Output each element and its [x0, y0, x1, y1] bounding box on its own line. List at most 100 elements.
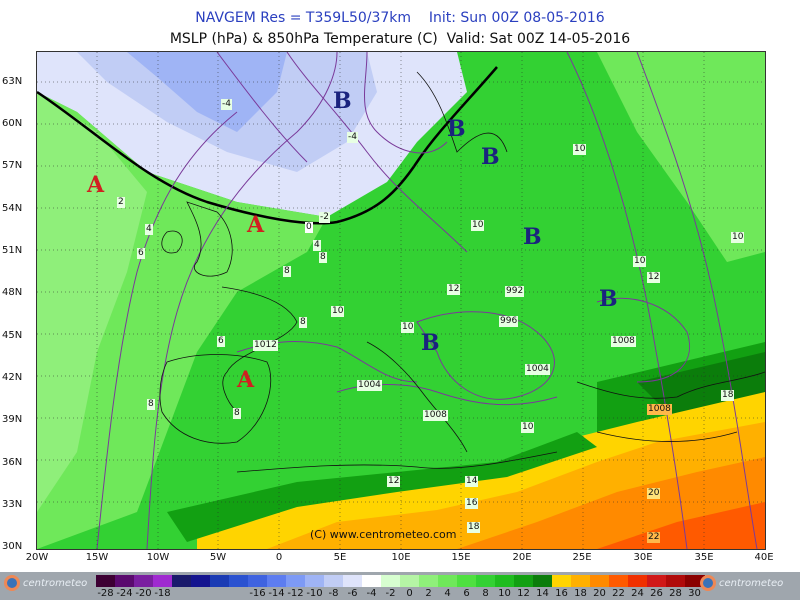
- legend-value: 10: [498, 588, 511, 599]
- contour-label: 14: [465, 476, 479, 487]
- map-canvas: [37, 52, 765, 549]
- lon-label: 5E: [333, 552, 347, 563]
- contour-label: -4: [347, 132, 358, 143]
- legend-value: -20: [135, 588, 152, 599]
- lon-label: 20W: [25, 552, 49, 563]
- legend-swatch: [590, 575, 610, 587]
- contour-label: 0: [305, 222, 313, 233]
- lat-label: 39N: [2, 414, 23, 425]
- legend-swatch: [438, 575, 458, 587]
- high-pressure-atlantic: A: [87, 172, 105, 198]
- contour-label: -2: [319, 212, 330, 223]
- coastlines: [159, 71, 765, 473]
- contour-label: 8: [147, 399, 155, 410]
- lat-label: 48N: [2, 287, 23, 298]
- contour-label: 18: [721, 390, 735, 401]
- logo-right: centrometeo: [700, 575, 783, 591]
- contour-label: 12: [647, 272, 661, 283]
- lat-label: 60N: [2, 118, 23, 129]
- isobar-label: 1004: [357, 380, 382, 391]
- legend-color-bar: [96, 575, 705, 587]
- contour-label: 10: [471, 220, 485, 231]
- legend-swatch: [229, 575, 249, 587]
- legend-swatch: [400, 575, 420, 587]
- legend-swatch: [533, 575, 553, 587]
- contour-label: 12: [447, 284, 461, 295]
- lat-label: 45N: [2, 330, 23, 341]
- legend-value: -14: [268, 588, 285, 599]
- contour-label: 10: [573, 144, 587, 155]
- legend-value: -12: [287, 588, 304, 599]
- low-pressure-ukraine: B: [599, 286, 618, 312]
- isobar-label: 1004: [525, 364, 550, 375]
- legend-swatch: [305, 575, 325, 587]
- legend-swatch: [419, 575, 439, 587]
- contour-label: 10: [521, 422, 535, 433]
- legend-swatch: [96, 575, 116, 587]
- contour-label: 22: [647, 532, 661, 543]
- lat-label: 33N: [2, 499, 23, 510]
- isobar-label: 1008: [423, 410, 448, 421]
- low-pressure-italy: B: [421, 330, 440, 356]
- legend-swatch: [476, 575, 496, 587]
- legend-value: 0: [406, 588, 413, 599]
- legend-value: -4: [366, 588, 377, 599]
- contour-label: -4: [221, 99, 232, 110]
- lat-label: 54N: [2, 203, 23, 214]
- legend-value: -8: [328, 588, 339, 599]
- zone-26-28: [597, 502, 765, 549]
- lat-label: 42N: [2, 372, 23, 383]
- legend-value: -18: [154, 588, 171, 599]
- zone-ne: [597, 52, 765, 262]
- lat-label: 57N: [2, 160, 23, 171]
- logo-icon: [700, 575, 716, 591]
- legend-swatch: [153, 575, 173, 587]
- contour-label: 2: [117, 197, 125, 208]
- lon-label: 0: [275, 552, 283, 563]
- legend-swatch: [362, 575, 382, 587]
- legend-value: 30: [688, 588, 701, 599]
- legend-value: -24: [116, 588, 133, 599]
- lon-label: 35E: [694, 552, 714, 563]
- contour-label: 20: [647, 488, 661, 499]
- legend-swatch: [666, 575, 686, 587]
- legend-swatch: [191, 575, 211, 587]
- lat-label: 63N: [2, 76, 23, 87]
- map-title-model: NAVGEM Res = T359L50/37km Init: Sun 00Z …: [195, 10, 605, 26]
- legend-value: 18: [574, 588, 587, 599]
- lon-label: 15W: [85, 552, 109, 563]
- credit-text: (C) www.centrometeo.com: [310, 528, 457, 541]
- low-pressure-norway: B: [333, 88, 352, 114]
- legend-swatch: [514, 575, 534, 587]
- legend-value: 6: [463, 588, 470, 599]
- low-pressure-baltic: B: [481, 144, 500, 170]
- isobar-label: 1008: [611, 336, 636, 347]
- legend-swatch: [381, 575, 401, 587]
- lat-label: 30N: [2, 541, 23, 552]
- contour-label: 8: [233, 408, 241, 419]
- legend-swatch: [457, 575, 477, 587]
- legend-swatch: [628, 575, 648, 587]
- legend-swatch: [609, 575, 629, 587]
- map-title-variables: MSLP (hPa) & 850hPa Temperature (C) Vali…: [169, 31, 631, 47]
- graticule: [37, 52, 765, 549]
- isobar-label: 1008: [647, 404, 672, 415]
- isobar-label: 992: [505, 286, 525, 297]
- contour-label: 10: [331, 306, 345, 317]
- contour-label: 16: [465, 498, 479, 509]
- legend-value: 20: [593, 588, 606, 599]
- lon-label: 10W: [146, 552, 170, 563]
- legend-value: 8: [482, 588, 489, 599]
- legend-swatch: [267, 575, 287, 587]
- legend-value: 4: [444, 588, 451, 599]
- legend-swatch: [115, 575, 135, 587]
- temperature-legend: centrometeo -28 -24 -20 -18 -16 -14 -12 -10 -8 -6…: [0, 572, 800, 600]
- logo-icon: [4, 575, 20, 591]
- legend-swatch: [552, 575, 572, 587]
- legend-value: -2: [385, 588, 396, 599]
- legend-swatch: [172, 575, 192, 587]
- legend-value: -10: [306, 588, 323, 599]
- legend-value: 14: [536, 588, 549, 599]
- legend-swatch: [248, 575, 268, 587]
- legend-swatch: [134, 575, 154, 587]
